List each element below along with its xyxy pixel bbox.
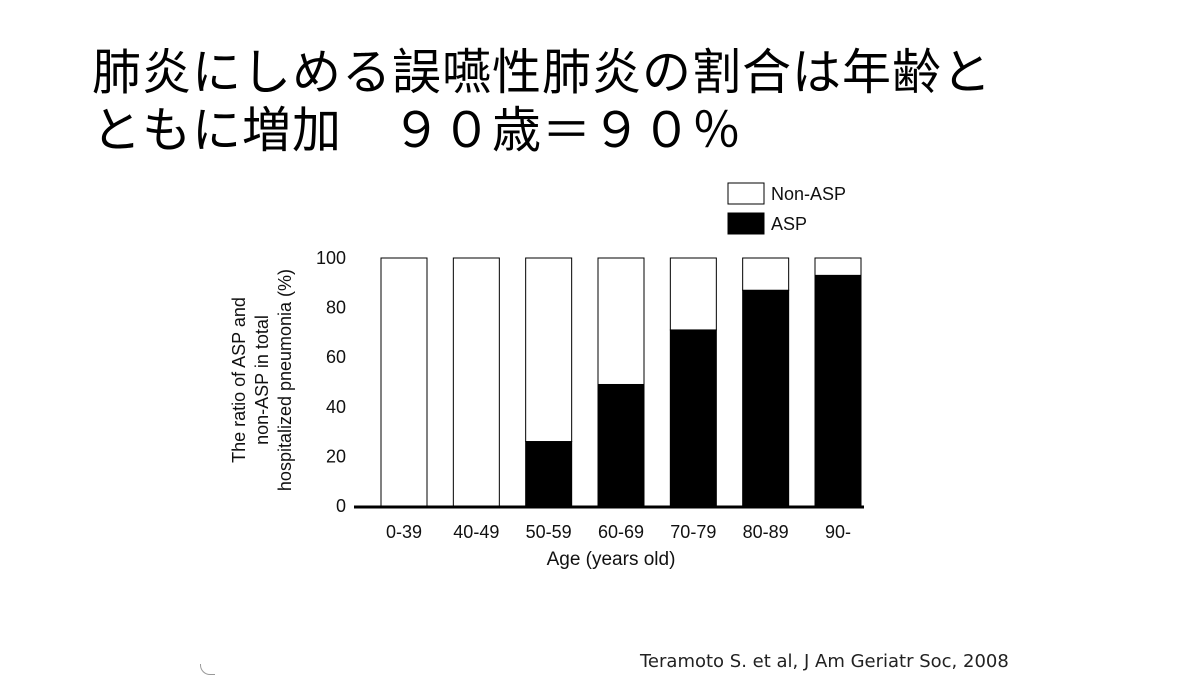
bar-asp-80-89 <box>742 289 790 507</box>
y-axis-label-line-2: non-ASP in total <box>252 315 272 445</box>
bar-asp-90- <box>814 274 862 507</box>
bar-asp-60-69 <box>597 383 645 507</box>
y-tick-label-20: 20 <box>326 446 346 466</box>
slide-title-line-1: 肺炎にしめる誤嚥性肺炎の割合は年齢と <box>92 44 993 101</box>
x-tick-label-40-49: 40-49 <box>453 522 499 542</box>
y-tick-label-80: 80 <box>326 298 346 318</box>
citation: Teramoto S. et al, J Am Geriatr Soc, 200… <box>640 651 1009 672</box>
slide-title: 肺炎にしめる誤嚥性肺炎の割合は年齢と ともに増加 ９０歳＝９０％ <box>92 44 1172 160</box>
y-tick-label-40: 40 <box>326 397 346 417</box>
x-tick-label-50-59: 50-59 <box>526 522 572 542</box>
legend-label-ASP: ASP <box>771 214 807 234</box>
bar-asp-50-59 <box>525 441 573 507</box>
bar-non-asp-50-59 <box>525 257 573 443</box>
bar-non-asp-90- <box>814 257 862 276</box>
x-tick-label-80-89: 80-89 <box>743 522 789 542</box>
bar-non-asp-70-79 <box>669 257 717 331</box>
y-axis-label-line-1: The ratio of ASP and <box>229 297 249 463</box>
slide-title-line-2: ともに増加 ９０歳＝９０％ <box>92 102 743 159</box>
x-axis-label: Age (years old) <box>547 549 676 570</box>
bar-non-asp-80-89 <box>742 257 790 291</box>
legend-swatch-Non-ASP <box>727 182 765 205</box>
y-tick-label-0: 0 <box>336 496 346 516</box>
bar-non-asp-60-69 <box>597 257 645 385</box>
x-tick-label-0-39: 0-39 <box>386 522 422 542</box>
y-tick-label-100: 100 <box>316 248 346 268</box>
x-tick-label-90-: 90- <box>825 522 851 542</box>
bar-non-asp-0-39 <box>380 257 428 507</box>
bar-asp-70-79 <box>669 329 717 507</box>
legend-swatch-ASP <box>727 212 765 235</box>
y-axis-label-line-3: hospitalized pneumonia (%) <box>275 269 295 491</box>
x-tick-label-60-69: 60-69 <box>598 522 644 542</box>
bar-non-asp-40-49 <box>452 257 500 507</box>
y-tick-label-60: 60 <box>326 347 346 367</box>
x-tick-label-70-79: 70-79 <box>670 522 716 542</box>
legend-label-Non-ASP: Non-ASP <box>771 184 846 204</box>
